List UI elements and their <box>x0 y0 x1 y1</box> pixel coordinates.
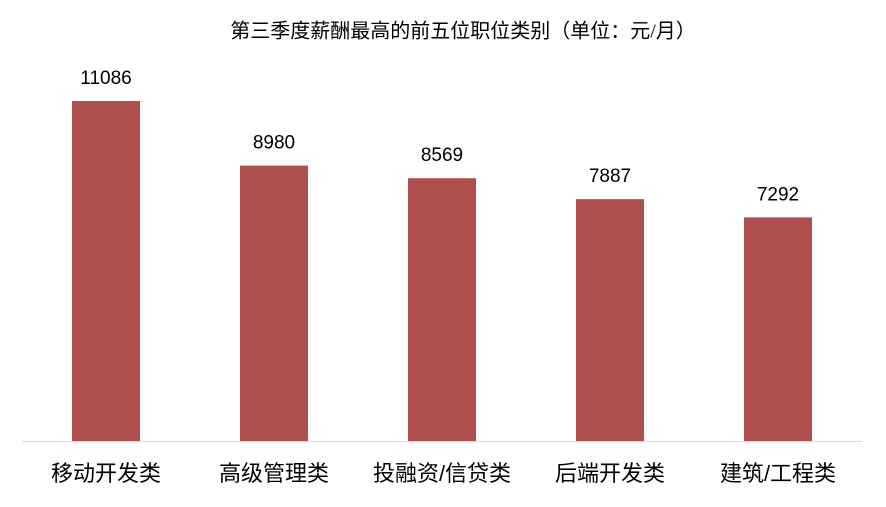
bar <box>240 165 308 441</box>
value-label: 7887 <box>589 166 631 187</box>
value-label: 8569 <box>421 145 463 166</box>
value-label: 7292 <box>757 184 799 205</box>
value-label: 8980 <box>253 133 295 154</box>
bar <box>408 178 476 441</box>
chart-title: 第三季度薪酬最高的前五位职位类别（单位：元/月） <box>230 20 696 43</box>
bar <box>744 217 812 441</box>
value-label: 11086 <box>80 68 131 89</box>
bar <box>576 199 644 441</box>
x-tick-label: 建筑/工程类 <box>720 461 836 486</box>
x-tick-label: 高级管理类 <box>219 461 329 486</box>
x-tick-label: 后端开发类 <box>555 461 665 486</box>
x-tick-label: 投融资/信贷类 <box>373 461 511 486</box>
bar <box>72 101 140 442</box>
x-tick-label: 移动开发类 <box>51 461 161 486</box>
